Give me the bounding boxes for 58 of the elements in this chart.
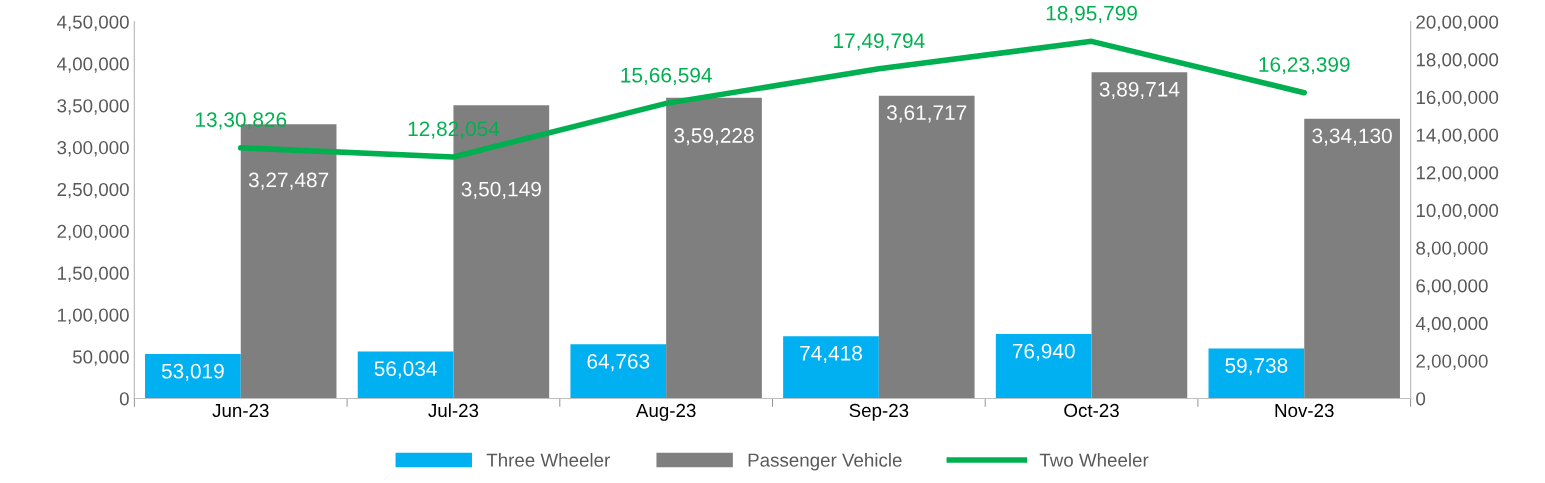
y2-tick-label: 0 (1416, 392, 1426, 406)
bar (783, 336, 879, 399)
data-label: 3,89,714 (1099, 81, 1180, 100)
y-tick-label: 2,50,000 (57, 182, 129, 199)
data-label: 16,23,399 (1259, 57, 1350, 75)
bar (1208, 348, 1305, 399)
y2-tick-label: 6,00,000 (1416, 279, 1488, 295)
y2-tick-label: 18,00,000 (1416, 53, 1499, 69)
x-tick-label: Sep-23 (849, 403, 909, 421)
y-tick-label: 0 (119, 392, 129, 406)
data-label: 59,738 (1225, 358, 1288, 376)
y-tick-label: 4,50,000 (57, 15, 129, 31)
legend-label: Passenger Vehicle (748, 453, 902, 471)
x-tick-label: Oct-23 (1064, 403, 1119, 418)
y2-tick-label: 14,00,000 (1416, 128, 1499, 144)
data-label: 3,50,149 (461, 181, 541, 199)
x-tick-label: Nov-23 (1275, 403, 1334, 418)
y-tick-label: 1,00,000 (58, 308, 129, 324)
y-tick-label: 2,00,000 (57, 224, 129, 241)
data-label: 15,66,594 (621, 67, 712, 86)
data-label: 18,95,799 (1046, 5, 1137, 24)
bar (995, 334, 1092, 399)
y2-tick-label: 2,00,000 (1416, 354, 1488, 370)
bar (1304, 118, 1400, 399)
x-tick-label: Jun-23 (212, 403, 269, 418)
bar (570, 344, 667, 399)
data-label: 76,940 (1012, 343, 1075, 361)
y-tick-label: 4,00,000 (57, 57, 129, 73)
data-label: 64,763 (587, 353, 650, 372)
data-label: 3,61,717 (886, 105, 967, 123)
y2-tick-label: 10,00,000 (1416, 203, 1499, 220)
bar (666, 97, 762, 399)
data-label: 17,49,794 (834, 33, 925, 51)
bar (357, 351, 454, 399)
y-tick-label: 3,00,000 (57, 141, 129, 157)
data-label: 53,019 (161, 363, 224, 381)
data-label: 13,30,826 (196, 112, 287, 130)
x-tick-label: Jul-23 (428, 403, 479, 418)
legend-label: Three Wheeler (486, 453, 610, 467)
y-tick-label: 3,50,000 (57, 99, 129, 115)
x-tick-label: Aug-23 (635, 403, 696, 421)
bar (878, 95, 975, 399)
data-label: 56,034 (374, 361, 437, 379)
y-tick-label: 1,50,000 (58, 266, 129, 283)
data-label: 3,59,228 (674, 128, 754, 146)
y2-tick-label: 12,00,000 (1416, 166, 1499, 182)
bar (1091, 72, 1188, 399)
data-label: 12,82,054 (408, 121, 500, 139)
data-label: 3,27,487 (248, 172, 329, 190)
y-tick-label: 50,000 (72, 350, 129, 366)
y2-tick-label: 20,00,000 (1416, 15, 1499, 31)
data-label: 74,418 (800, 345, 862, 364)
y2-tick-label: 4,00,000 (1415, 316, 1488, 333)
data-label: 3,34,130 (1312, 128, 1392, 146)
bar (145, 354, 241, 399)
y2-tick-label: 16,00,000 (1416, 90, 1499, 107)
legend-label: Two Wheeler (1039, 453, 1149, 467)
y2-tick-label: 8,00,000 (1416, 241, 1488, 257)
